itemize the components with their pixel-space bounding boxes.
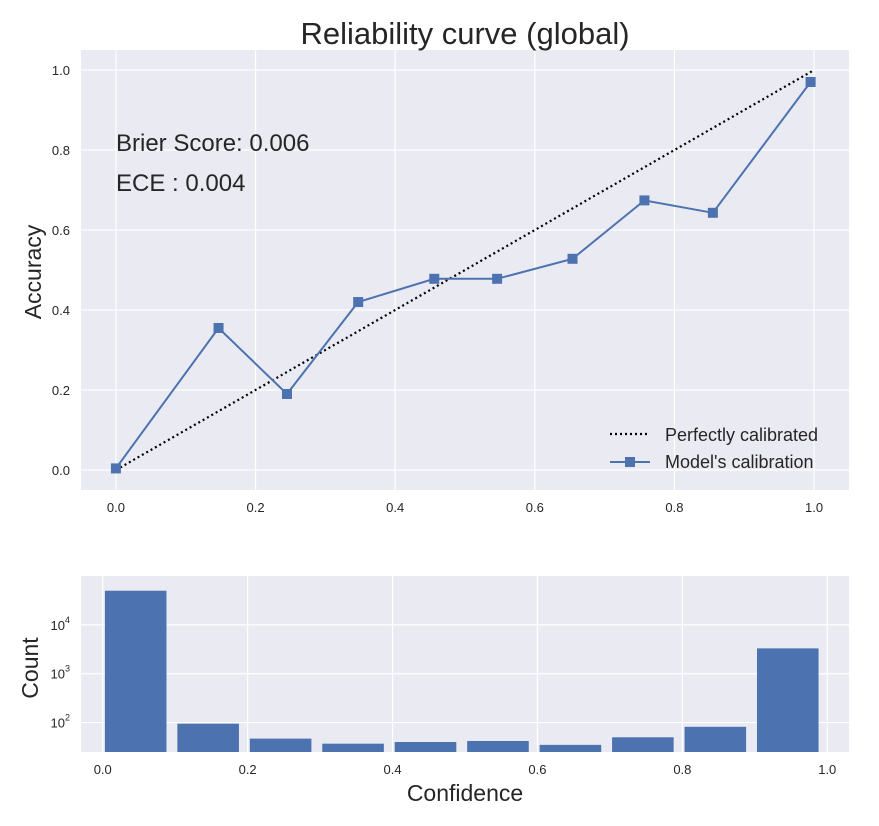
- reliability-x-tick-label: 1.0: [805, 500, 823, 515]
- model-calibration-line: [115, 81, 812, 469]
- histogram-bar: [177, 723, 239, 752]
- histogram-bar: [467, 740, 529, 752]
- histogram-x-tick-labels: 0.0 0.2 0.4 0.6 0.8 1.0: [94, 762, 837, 777]
- histogram-x-tick-label: 0.8: [673, 762, 691, 777]
- reliability-y-tick-label: 0.0: [52, 463, 70, 478]
- histogram-bar: [756, 648, 819, 752]
- reliability-y-tick-label: 0.4: [52, 303, 70, 318]
- model-calibration-point: [639, 195, 650, 206]
- legend: Perfectly calibrated Model's calibration: [610, 425, 818, 472]
- model-calibration-point: [707, 207, 718, 218]
- histogram-x-tick-label: 0.2: [239, 762, 257, 777]
- model-calibration-point: [492, 273, 503, 284]
- histogram-y-tick-label: 103: [51, 664, 70, 682]
- reliability-y-tick-label: 0.6: [52, 223, 70, 238]
- legend-label-perfectly-calibrated: Perfectly calibrated: [665, 425, 818, 445]
- y-axis-label-accuracy: Accuracy: [20, 224, 46, 319]
- reliability-y-tick-labels: 0.0 0.2 0.4 0.6 0.8 1.0: [52, 63, 70, 478]
- histogram-bar: [684, 726, 747, 752]
- reliability-plot-area: [81, 50, 849, 490]
- reliability-panel: 0.0 0.2 0.4 0.6 0.8 1.0 0.0 0.2 0.4 0.6 0.8 1.0 Re…: [20, 16, 849, 515]
- brier-score-annotation: Brier Score: 0.006: [116, 130, 309, 157]
- model-calibration-point: [281, 389, 292, 399]
- legend-model-marker: [625, 457, 635, 467]
- reliability-x-tick-label: 0.8: [665, 500, 683, 515]
- histogram-bars: [104, 590, 819, 752]
- reliability-y-tick-label: 1.0: [52, 63, 70, 78]
- model-calibration-point: [110, 463, 121, 474]
- histogram-y-tick-label: 102: [51, 713, 70, 731]
- histogram-bar: [322, 743, 384, 752]
- reliability-gridlines: [81, 50, 849, 490]
- reliability-x-tick-label: 0.2: [247, 500, 265, 515]
- histogram-x-tick-label: 0.4: [384, 762, 402, 777]
- histogram-bar: [612, 737, 674, 752]
- histogram-x-tick-label: 0.0: [94, 762, 112, 777]
- histogram-panel: 0.0 0.2 0.4 0.6 0.8 1.0 102 103 104 Count Confi…: [17, 576, 849, 806]
- histogram-bar: [104, 590, 167, 752]
- chart-title: Reliability curve (global): [300, 16, 629, 51]
- histogram-y-tick-label: 104: [51, 615, 70, 633]
- legend-label-model-calibration: Model's calibration: [665, 452, 814, 472]
- histogram-x-tick-label: 0.6: [528, 762, 546, 777]
- model-calibration-point: [429, 273, 440, 284]
- histogram-bar: [249, 738, 312, 752]
- model-calibration-point: [353, 297, 364, 307]
- histogram-bar: [394, 742, 457, 752]
- reliability-y-tick-label: 0.8: [52, 143, 70, 158]
- model-calibration-point: [567, 253, 578, 264]
- reliability-series: [110, 69, 816, 474]
- reliability-x-tick-label: 0.4: [386, 500, 404, 515]
- histogram-bar: [539, 744, 602, 752]
- histogram-y-tick-labels: 102 103 104: [51, 615, 70, 731]
- ece-annotation: ECE : 0.004: [116, 170, 245, 197]
- perfect-calibration-line: [115, 69, 815, 471]
- reliability-y-tick-label: 0.2: [52, 383, 70, 398]
- model-calibration-point: [805, 77, 816, 87]
- reliability-x-tick-label: 0.0: [107, 500, 125, 515]
- model-calibration-point: [213, 323, 224, 333]
- histogram-gridlines: [81, 576, 849, 752]
- x-axis-label-confidence: Confidence: [407, 780, 523, 806]
- histogram-x-tick-label: 1.0: [818, 762, 836, 777]
- y-axis-label-count: Count: [17, 637, 43, 699]
- reliability-x-tick-label: 0.6: [526, 500, 544, 515]
- reliability-x-tick-labels: 0.0 0.2 0.4 0.6 0.8 1.0: [107, 500, 823, 515]
